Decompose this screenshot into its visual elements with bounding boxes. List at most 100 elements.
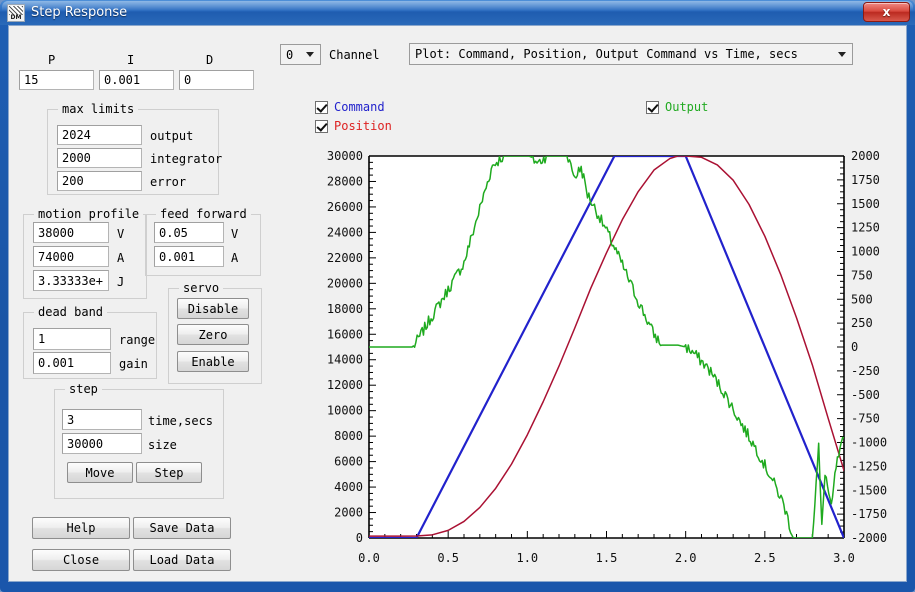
y2-axis-tick-label: -1500 bbox=[851, 483, 887, 497]
y-axis-tick-label: 6000 bbox=[334, 455, 363, 469]
dead-band-range-field[interactable]: 1 bbox=[33, 328, 111, 350]
y2-axis-tick-label: 1500 bbox=[851, 197, 880, 211]
y-axis-tick-label: 22000 bbox=[327, 251, 363, 265]
p-label: P bbox=[48, 53, 56, 67]
y-axis-tick-label: 24000 bbox=[327, 225, 363, 239]
app-icon: DM bbox=[7, 3, 25, 22]
y2-axis-tick-label: -2000 bbox=[851, 531, 887, 545]
window-title: Step Response bbox=[31, 5, 128, 20]
y-axis-tick-label: 30000 bbox=[327, 149, 363, 163]
x-axis-tick-label: 1.0 bbox=[516, 551, 538, 565]
dead-band-title: dead band bbox=[34, 305, 108, 319]
dead-band-gain-label: gain bbox=[119, 357, 148, 371]
command-checkbox[interactable] bbox=[315, 100, 328, 114]
close-button[interactable]: Close bbox=[32, 549, 130, 571]
d-field[interactable]: 0 bbox=[179, 70, 254, 90]
y2-axis-tick-label: -1750 bbox=[851, 507, 887, 521]
position-checkbox[interactable] bbox=[315, 119, 328, 133]
plot-chevron-down-icon bbox=[834, 46, 850, 62]
title-bar[interactable]: DM Step Response x bbox=[0, 0, 915, 25]
motion-a-label: A bbox=[117, 251, 125, 265]
motion-j-label: J bbox=[117, 275, 125, 289]
servo-zero-button[interactable]: Zero bbox=[177, 324, 249, 345]
step-size-field[interactable]: 30000 bbox=[62, 433, 142, 454]
x-axis-tick-label: 2.0 bbox=[675, 551, 697, 565]
y2-axis-tick-label: 750 bbox=[851, 268, 873, 282]
i-label: I bbox=[127, 53, 135, 67]
dead-band-group: dead band bbox=[23, 305, 157, 379]
servo-title: servo bbox=[179, 281, 224, 295]
max-integrator-label: integrator bbox=[150, 152, 223, 166]
motion-profile-group: motion profile bbox=[23, 207, 147, 299]
y2-axis-tick-label: 250 bbox=[851, 316, 873, 330]
x-axis-tick-label: 0.5 bbox=[437, 551, 459, 565]
toggle-output[interactable]: Output bbox=[646, 100, 708, 114]
x-axis-tick-label: 0.0 bbox=[358, 551, 380, 565]
dead-band-gain-field[interactable]: 0.001 bbox=[33, 352, 111, 374]
servo-disable-button[interactable]: Disable bbox=[177, 298, 249, 319]
save-data-button[interactable]: Save Data bbox=[133, 517, 231, 539]
series-position-line bbox=[369, 156, 844, 537]
y-axis-tick-label: 2000 bbox=[334, 506, 363, 520]
servo-group: servo bbox=[168, 281, 262, 384]
step-button[interactable]: Step bbox=[136, 462, 202, 483]
ff-v-label: V bbox=[231, 227, 239, 241]
p-field[interactable]: 15 bbox=[19, 70, 94, 90]
move-button[interactable]: Move bbox=[67, 462, 133, 483]
y2-axis-tick-label: -750 bbox=[851, 412, 880, 426]
channel-select-value: 0 bbox=[286, 47, 294, 62]
step-title: step bbox=[65, 382, 102, 396]
y-axis-tick-label: 16000 bbox=[327, 327, 363, 341]
y2-axis-tick-label: 1250 bbox=[851, 221, 880, 235]
y-axis-tick-label: 12000 bbox=[327, 378, 363, 392]
position-label: Position bbox=[334, 119, 392, 133]
max-error-field[interactable]: 200 bbox=[57, 171, 142, 191]
ff-a-label: A bbox=[231, 251, 239, 265]
chart-svg: 0200040006000800010000120001400016000180… bbox=[327, 149, 887, 565]
y-axis-tick-label: 4000 bbox=[334, 480, 363, 494]
y2-axis-tick-label: -250 bbox=[851, 364, 880, 378]
max-limits-title: max limits bbox=[58, 102, 139, 116]
y-axis-tick-label: 0 bbox=[356, 531, 363, 545]
client-area: P I D 15 0.001 0 max limits 2024 output … bbox=[8, 25, 907, 582]
y2-axis-tick-label: 1000 bbox=[851, 245, 880, 259]
motion-a-field[interactable]: 74000 bbox=[33, 246, 109, 267]
y-axis-tick-label: 26000 bbox=[327, 200, 363, 214]
output-label: Output bbox=[665, 100, 709, 114]
feed-forward-title: feed forward bbox=[156, 207, 251, 221]
x-axis-tick-label: 1.5 bbox=[596, 551, 618, 565]
ff-a-field[interactable]: 0.001 bbox=[154, 246, 224, 267]
step-time-label: time,secs bbox=[148, 414, 214, 428]
output-checkbox[interactable] bbox=[646, 100, 659, 114]
plot-select[interactable]: Plot: Command, Position, Output Command … bbox=[409, 43, 853, 65]
y2-axis-tick-label: -1250 bbox=[851, 459, 887, 473]
help-button[interactable]: Help bbox=[32, 517, 130, 539]
load-data-button[interactable]: Load Data bbox=[133, 549, 231, 571]
y2-axis-tick-label: 2000 bbox=[851, 149, 880, 163]
servo-enable-button[interactable]: Enable bbox=[177, 351, 249, 372]
motion-j-field[interactable]: 3.33333e+ bbox=[33, 270, 109, 291]
y-axis-tick-label: 10000 bbox=[327, 404, 363, 418]
y2-axis-tick-label: -1000 bbox=[851, 436, 887, 450]
y2-axis-tick-label: -500 bbox=[851, 388, 880, 402]
y2-axis-tick-label: 1750 bbox=[851, 173, 880, 187]
max-output-label: output bbox=[150, 129, 194, 143]
channel-select[interactable]: 0 bbox=[280, 44, 321, 65]
command-label: Command bbox=[334, 100, 385, 114]
ff-v-field[interactable]: 0.05 bbox=[154, 222, 224, 243]
toggle-command[interactable]: Command bbox=[315, 100, 385, 114]
max-integrator-field[interactable]: 2000 bbox=[57, 148, 142, 168]
motion-v-label: V bbox=[117, 227, 125, 241]
toggle-position[interactable]: Position bbox=[315, 119, 392, 133]
close-icon[interactable]: x bbox=[863, 2, 910, 22]
step-time-field[interactable]: 3 bbox=[62, 409, 142, 430]
series-layer bbox=[369, 156, 844, 538]
step-size-label: size bbox=[148, 438, 177, 452]
motion-v-field[interactable]: 38000 bbox=[33, 222, 109, 243]
max-output-field[interactable]: 2024 bbox=[57, 125, 142, 145]
x-axis-tick-label: 2.5 bbox=[754, 551, 776, 565]
dead-band-range-label: range bbox=[119, 333, 156, 347]
i-field[interactable]: 0.001 bbox=[99, 70, 174, 90]
y2-axis-tick-label: 0 bbox=[851, 340, 858, 354]
